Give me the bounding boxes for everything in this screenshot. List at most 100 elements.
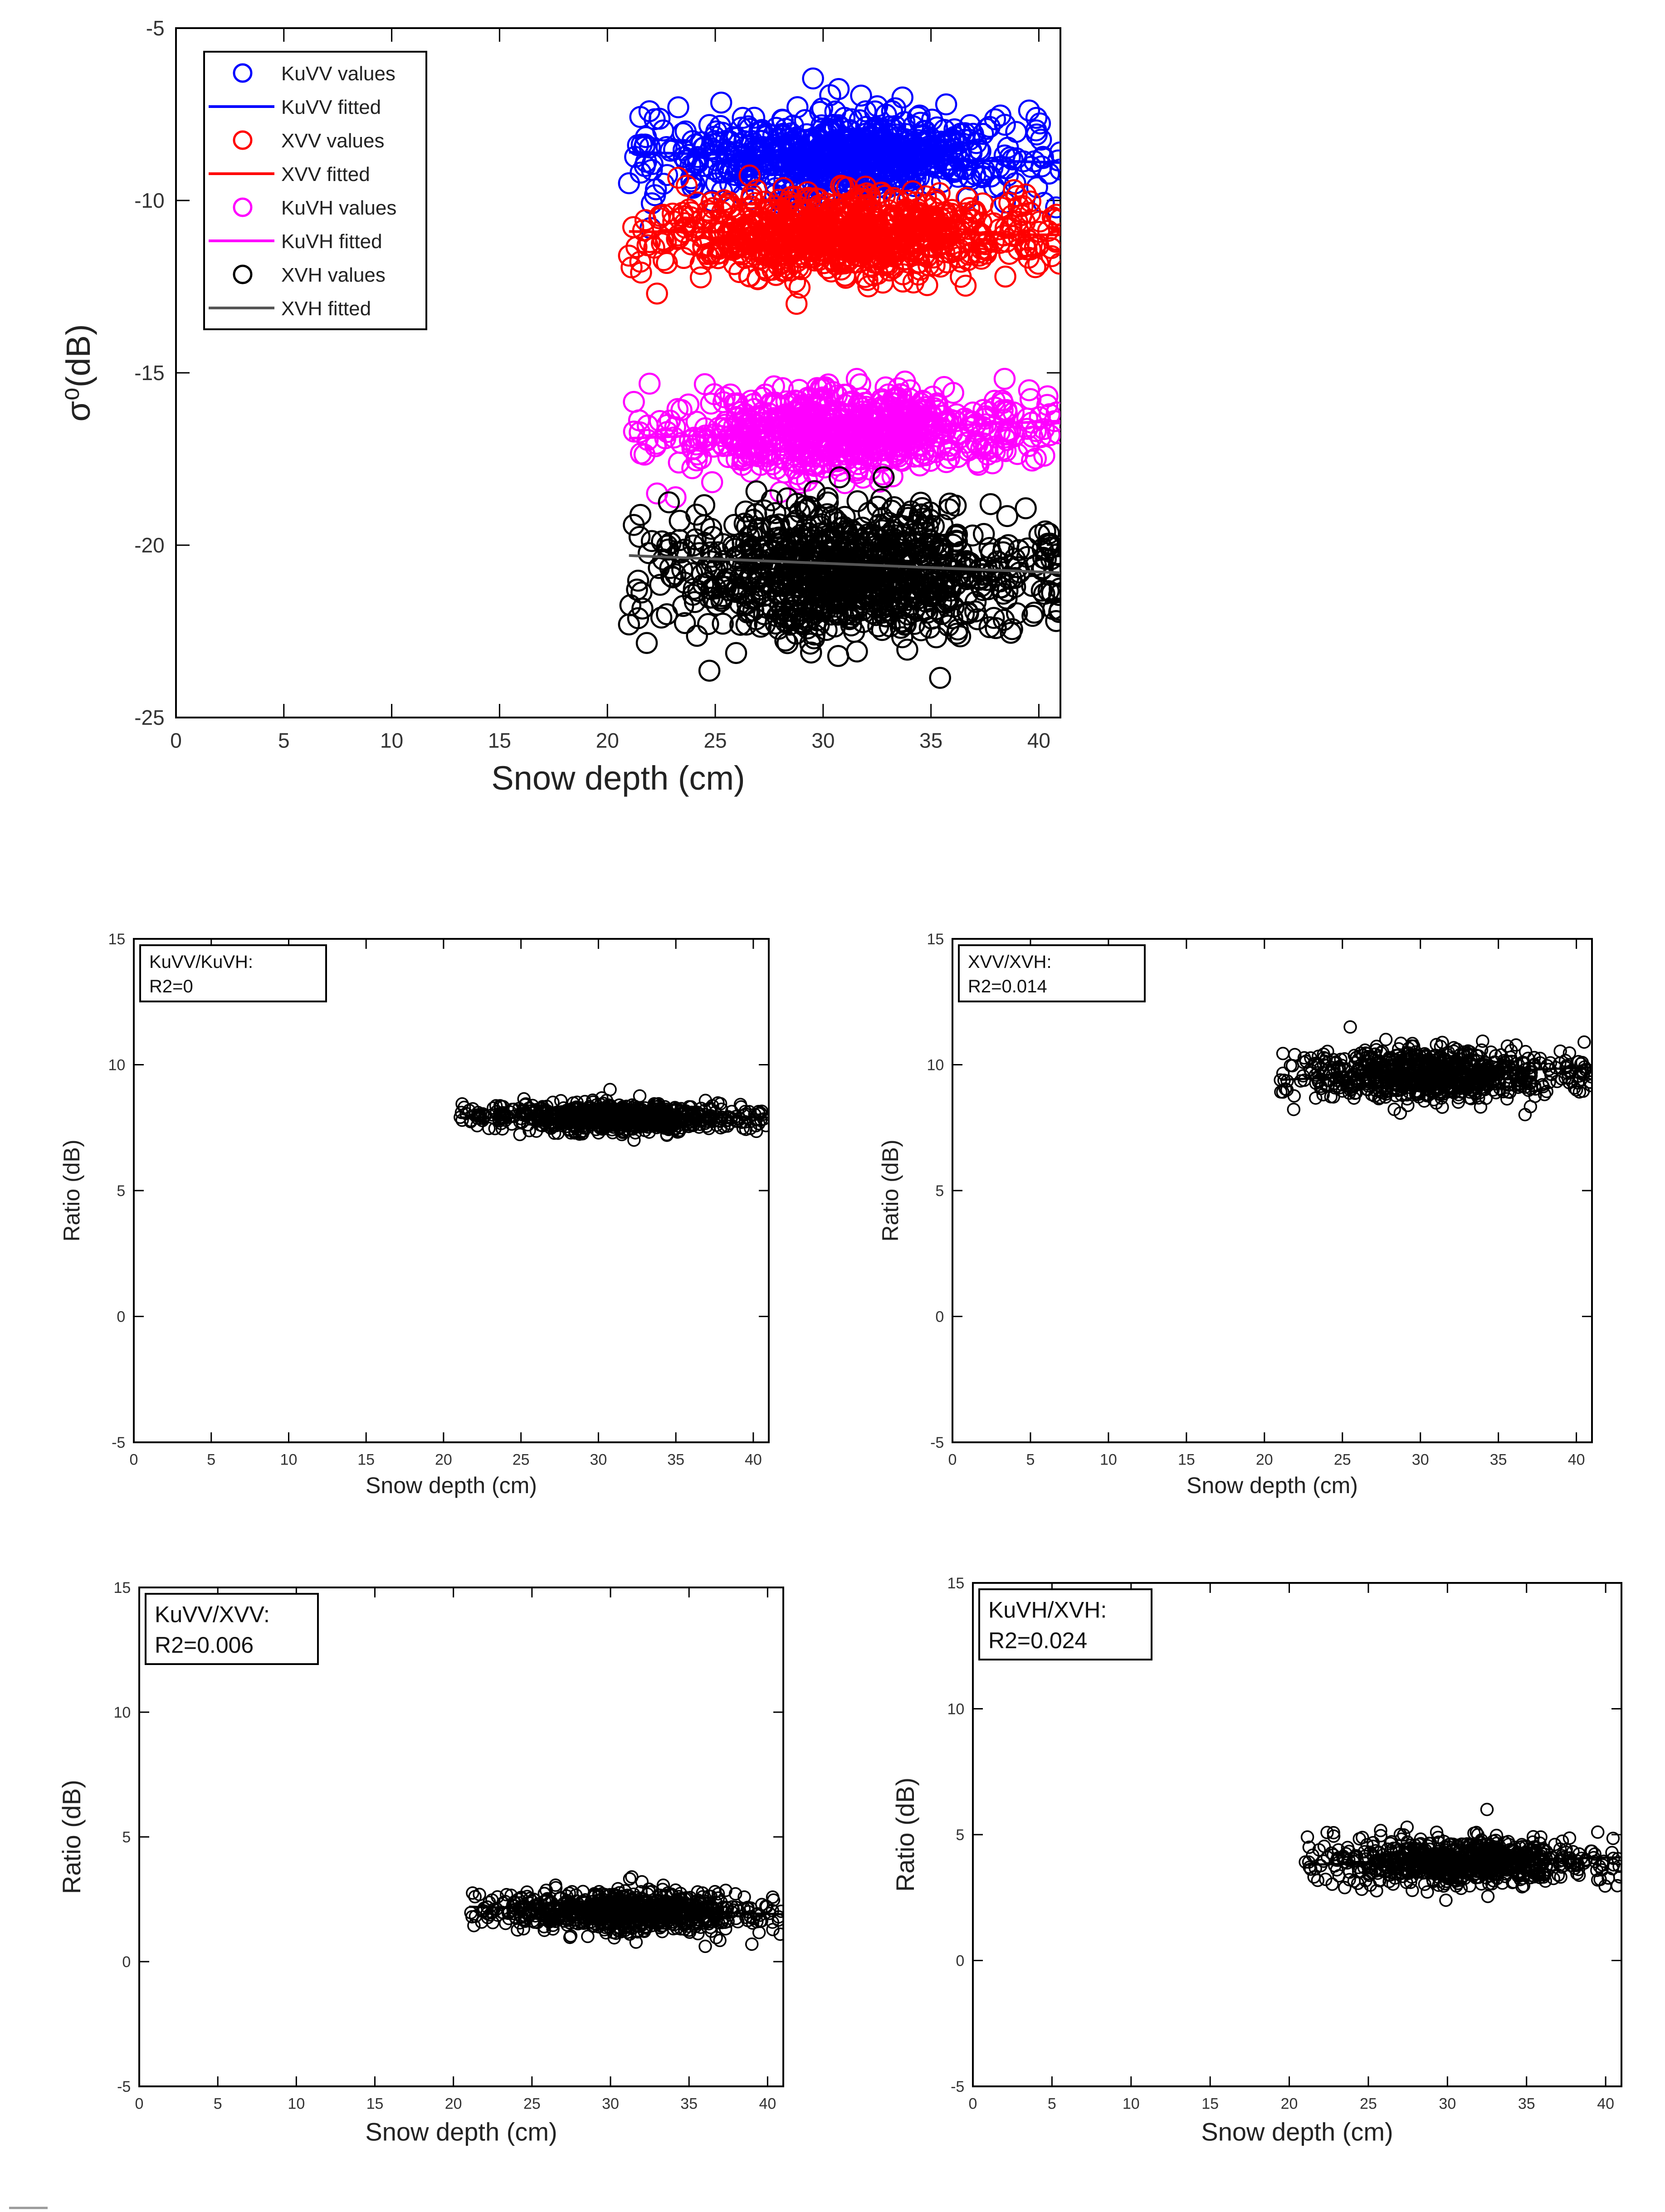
legend-marker xyxy=(233,264,253,284)
data-point xyxy=(708,161,730,184)
x-tick-label: 25 xyxy=(703,729,727,752)
data-point xyxy=(776,247,798,269)
data-point xyxy=(1021,575,1043,597)
data-point xyxy=(785,293,808,315)
data-point xyxy=(835,435,858,458)
data-point xyxy=(745,480,768,503)
data-layer xyxy=(618,67,1060,689)
data-point xyxy=(797,186,819,209)
x-tick-label: 5 xyxy=(1026,1451,1035,1468)
y-axis-label: Ratio (dB) xyxy=(57,1780,86,1894)
legend-item: XVH fitted xyxy=(209,298,371,320)
data-point xyxy=(1021,449,1043,472)
data-point xyxy=(1045,230,1060,253)
data-point xyxy=(635,632,658,654)
data-point xyxy=(931,603,953,625)
data-point xyxy=(764,502,786,524)
data-point xyxy=(740,187,762,210)
data-point xyxy=(698,659,721,682)
data-point xyxy=(618,613,640,636)
y-axis-label: Ratio (dB) xyxy=(878,1139,903,1241)
data-point xyxy=(711,122,733,144)
data-point xyxy=(723,514,746,536)
legend-label: XVH values xyxy=(281,264,386,286)
data-point xyxy=(1025,447,1047,470)
data-point xyxy=(759,1118,769,1133)
data-point xyxy=(670,432,693,454)
data-point xyxy=(947,564,969,587)
data-point xyxy=(775,151,797,173)
data-point xyxy=(630,581,653,604)
x-tick-label: 10 xyxy=(1100,1451,1117,1468)
data-point xyxy=(1371,1061,1384,1075)
data-point xyxy=(618,172,640,195)
data-point xyxy=(1527,1050,1541,1064)
data-point xyxy=(1402,1046,1416,1060)
data-point xyxy=(1518,1108,1532,1122)
data-point xyxy=(898,596,920,618)
y-tick-label: 10 xyxy=(108,1056,125,1074)
x-tick-label: 0 xyxy=(135,2095,144,2112)
data-point xyxy=(1387,1103,1401,1116)
data-point xyxy=(864,433,887,455)
data-point xyxy=(725,578,747,601)
data-point xyxy=(700,191,723,214)
data-point xyxy=(534,1101,548,1115)
data-point xyxy=(779,574,801,596)
data-point xyxy=(1389,1049,1403,1062)
data-point xyxy=(991,390,1013,412)
data-point xyxy=(834,264,856,287)
data-point xyxy=(735,613,758,636)
data-point xyxy=(570,1102,584,1116)
data-point xyxy=(1030,579,1053,602)
data-point xyxy=(673,571,696,594)
x-tick-label: 30 xyxy=(590,1451,607,1468)
data-point xyxy=(936,251,958,273)
data-point xyxy=(918,616,941,639)
y-tick-label: -5 xyxy=(930,1434,944,1451)
data-point xyxy=(544,1121,558,1135)
data-point xyxy=(1343,1083,1357,1097)
data-point xyxy=(926,394,949,417)
data-point xyxy=(810,425,833,448)
data-point xyxy=(680,233,702,255)
y-tick-label: 10 xyxy=(113,1704,131,1721)
x-tick-label: 0 xyxy=(170,729,182,752)
x-tick-label: 25 xyxy=(1334,1451,1351,1468)
data-point xyxy=(1043,563,1060,586)
data-point xyxy=(652,229,674,251)
x-axis-label: Snow depth (cm) xyxy=(365,2117,557,2146)
data-point xyxy=(866,95,889,117)
data-point xyxy=(922,197,944,220)
data-point xyxy=(750,575,772,597)
data-point xyxy=(856,523,879,546)
data-point xyxy=(1433,1088,1447,1101)
annotation-box xyxy=(958,944,1146,1002)
data-point xyxy=(1016,407,1039,430)
data-point xyxy=(703,220,726,242)
data-point xyxy=(921,108,943,131)
data-point xyxy=(835,226,858,249)
data-point xyxy=(698,246,720,269)
data-point xyxy=(1528,1079,1542,1093)
y-tick-label: 15 xyxy=(108,931,125,948)
legend-item: KuVH fitted xyxy=(209,230,382,253)
data-point xyxy=(833,107,856,129)
data-point xyxy=(896,639,918,661)
plot-area xyxy=(952,938,1593,1443)
fit-line xyxy=(629,554,1060,574)
data-point xyxy=(628,526,651,548)
data-point xyxy=(698,586,721,609)
data-point xyxy=(782,600,804,623)
data-point xyxy=(840,108,863,131)
data-point xyxy=(905,218,928,241)
data-point xyxy=(675,175,698,197)
data-point xyxy=(788,276,811,299)
data-point xyxy=(649,410,671,432)
data-point xyxy=(985,617,1007,640)
data-point xyxy=(1479,1091,1493,1105)
data-point xyxy=(667,166,689,189)
data-point xyxy=(1455,1085,1469,1099)
data-point xyxy=(1437,1054,1451,1068)
